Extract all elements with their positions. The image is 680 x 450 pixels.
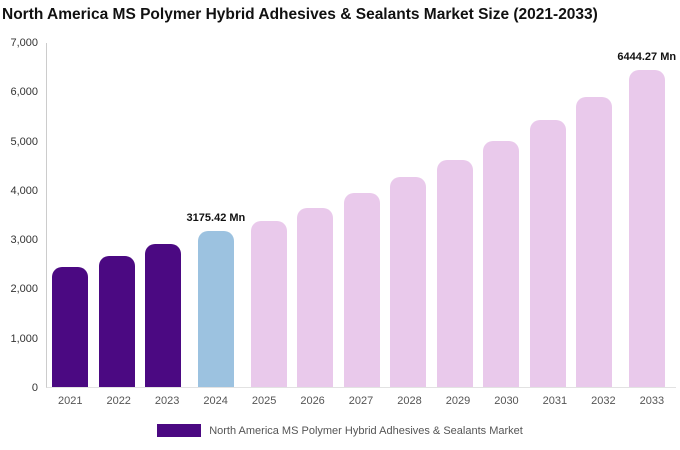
bar-2024 xyxy=(197,230,234,387)
bar-2027 xyxy=(343,193,380,387)
x-axis: 2021 2022 2023 2024 2025 2026 2027 2028 2029 2030… xyxy=(46,395,676,407)
bar-slot xyxy=(338,43,385,387)
y-tick-label: 0 xyxy=(31,382,38,394)
bar-slot xyxy=(140,43,187,387)
x-tick-label: 2033 xyxy=(639,395,665,407)
legend: North America MS Polymer Hybrid Adhesive… xyxy=(0,424,680,437)
bar-2023 xyxy=(145,243,182,387)
bar-slot: 3175.42 Mn xyxy=(186,43,246,387)
bar-2033 xyxy=(628,70,665,387)
bar-2029 xyxy=(436,159,473,387)
bar-slot xyxy=(94,43,141,387)
x-tick-label: 2029 xyxy=(445,395,471,407)
legend-swatch xyxy=(157,424,202,437)
y-tick-label: 4,000 xyxy=(10,184,38,197)
x-tick-label: 2025 xyxy=(251,395,277,407)
x-tick-label: 2030 xyxy=(494,395,519,407)
bar-2032 xyxy=(576,97,613,387)
chart-title: North America MS Polymer Hybrid Adhesive… xyxy=(2,6,598,23)
bar-2028 xyxy=(390,177,427,387)
x-tick-label: 2026 xyxy=(300,395,325,407)
bar-slot xyxy=(292,43,339,387)
y-tick-label: 7,000 xyxy=(10,37,38,49)
y-tick-label: 5,000 xyxy=(10,135,38,148)
y-tick-label: 6,000 xyxy=(10,86,38,99)
y-tick-label: 2,000 xyxy=(10,283,38,296)
bar-2026 xyxy=(297,207,334,387)
bar-2031 xyxy=(529,119,566,387)
y-tick-label: 3,000 xyxy=(10,234,38,247)
bar-2030 xyxy=(483,140,520,387)
bar-value-label: 3175.42 Mn xyxy=(186,211,246,224)
x-tick-label: 2021 xyxy=(57,395,83,407)
bar-slot xyxy=(47,43,94,387)
bar-2025 xyxy=(250,221,287,387)
bar-2021 xyxy=(52,266,89,387)
plot-area: 3175.42 Mn 6444.27 Mn xyxy=(46,43,676,388)
x-tick-label: 2022 xyxy=(106,395,131,407)
x-tick-label: 2031 xyxy=(542,395,568,407)
y-axis: 0 1,000 2,000 3,000 4,000 5,000 6,000 7,000 xyxy=(0,37,40,394)
bar-slot xyxy=(571,43,618,387)
bar-slot xyxy=(385,43,432,387)
bar-slot xyxy=(431,43,478,387)
x-tick-label: 2032 xyxy=(591,395,616,407)
bar-slot xyxy=(524,43,571,387)
y-tick-label: 1,000 xyxy=(10,332,38,345)
bar-slot xyxy=(245,43,292,387)
x-tick-label: 2028 xyxy=(397,395,422,407)
x-tick-label: 2024 xyxy=(203,395,228,407)
x-tick-label: 2023 xyxy=(154,395,180,407)
legend-label: North America MS Polymer Hybrid Adhesive… xyxy=(209,424,523,437)
bar-slot: 6444.27 Mn xyxy=(617,43,676,387)
bar-2022 xyxy=(98,256,135,387)
bar-slot xyxy=(478,43,525,387)
bar-value-label: 6444.27 Mn xyxy=(617,51,677,64)
x-tick-label: 2027 xyxy=(348,395,374,407)
